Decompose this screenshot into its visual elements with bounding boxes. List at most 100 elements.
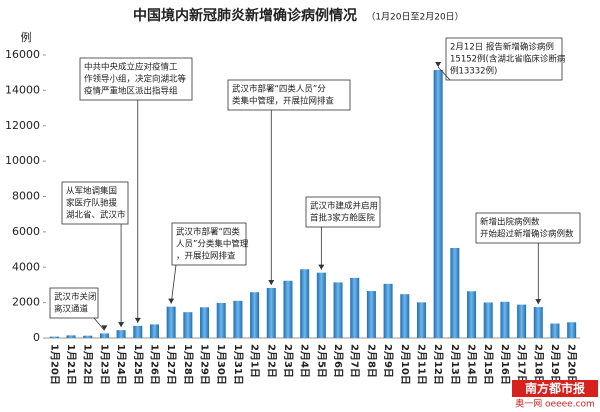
annotation-text: 离汉通道 [54, 304, 89, 315]
bar [550, 323, 560, 338]
bar [333, 282, 343, 338]
x-tick-label: 2月13日 [449, 344, 461, 385]
bar [300, 269, 310, 338]
annotation-text: 武汉市部署“四类人员”分 [232, 84, 326, 95]
x-tick-label: 2月7日 [349, 344, 361, 378]
bar [216, 302, 226, 338]
y-tick-label: 4000 [12, 260, 40, 273]
bar [149, 324, 159, 338]
bar [200, 307, 210, 338]
bar [183, 312, 193, 338]
bar [49, 336, 59, 338]
x-tick-label: 2月12日 [432, 344, 444, 385]
y-tick-label: 12000 [5, 119, 40, 132]
annotation-text: 15152例(含湖北省临床诊断病 [450, 54, 566, 65]
annotation-text: 湖北省、武汉市 [66, 210, 126, 221]
y-tick-label: 0 [33, 331, 40, 344]
bar [99, 333, 109, 338]
x-tick-label: 2月11日 [415, 344, 427, 385]
annotation-arrow [437, 66, 451, 81]
x-tick-label: 2月19日 [549, 344, 561, 385]
bar [233, 300, 243, 338]
x-tick-label: 2月10日 [399, 344, 411, 385]
annotation-text: 人员”分类集中管理 [176, 239, 249, 250]
annotation-arrow [93, 317, 105, 331]
annotation-box [227, 79, 351, 111]
bar [383, 283, 393, 338]
annotation-box [61, 181, 129, 225]
watermark-box [512, 380, 598, 397]
bar [316, 272, 326, 338]
x-tick-label: 2月4日 [299, 344, 311, 378]
annotation-text: 作领导小组，决定向湖北等 [84, 74, 187, 85]
annotation-text: ，开展拉网排查 [176, 251, 236, 262]
bar [66, 335, 76, 338]
annotation-text: 首批3家方舱医院 [310, 213, 375, 224]
bar [266, 287, 276, 338]
arrow-head [268, 279, 275, 285]
annotation-text: 开始超过新增确诊病例数 [480, 229, 574, 240]
annotation-text: 武汉市部署“四类 [176, 227, 240, 238]
bar [166, 306, 176, 338]
x-tick-label: 1月21日 [65, 344, 77, 385]
x-tick-label: 1月29日 [199, 344, 211, 385]
x-tick-label: 1月22日 [82, 344, 94, 385]
x-tick-label: 2月3日 [282, 344, 294, 378]
annotation-text: 疫情严重地区派出指导组 [84, 86, 178, 97]
bar [133, 325, 143, 338]
bar [116, 330, 126, 338]
watermark-text: 奥一网 oeeee.com [515, 398, 595, 410]
x-tick-label: 2月20日 [566, 344, 578, 385]
x-tick-label: 1月31日 [232, 344, 244, 385]
y-tick-label: 6000 [12, 225, 40, 238]
y-tick-label: 10000 [5, 154, 40, 167]
bar [366, 291, 376, 338]
bar [250, 292, 260, 338]
x-tick-label: 2月8日 [365, 344, 377, 378]
y-tick-label: 8000 [12, 190, 40, 203]
y-axis-label: 例 [21, 30, 32, 44]
bar [400, 294, 410, 338]
annotation-box [445, 37, 563, 81]
arrow-head [318, 264, 325, 270]
annotation-text: 2月12日 报告新增确诊病例 [450, 42, 554, 53]
x-tick-label: 2月14日 [466, 344, 478, 385]
annotation-text: 武汉市建成并启用 [310, 201, 378, 212]
x-tick-label: 1月25日 [132, 344, 144, 385]
chart-title: 中国境内新冠肺炎新增确诊病例情况 [133, 7, 357, 24]
x-tick-label: 1月27日 [165, 344, 177, 385]
bar [467, 291, 477, 338]
annotation-text: 从军地调集国 [66, 186, 117, 197]
arrow-head [118, 322, 125, 328]
bar [450, 247, 460, 338]
x-tick-label: 2月16日 [499, 344, 511, 385]
bar [83, 335, 93, 338]
arrow-head [101, 325, 108, 331]
bar [416, 302, 426, 338]
arrow-head [435, 61, 442, 67]
x-tick-label: 1月23日 [98, 344, 110, 385]
bar [533, 307, 543, 338]
x-tick-label: 2月18日 [532, 344, 544, 385]
y-tick-label: 16000 [5, 48, 40, 61]
x-tick-label: 1月30日 [215, 344, 227, 385]
x-tick-label: 2月9日 [382, 344, 394, 378]
x-tick-label: 2月2日 [265, 344, 277, 378]
x-tick-label: 2月6日 [332, 344, 344, 378]
x-tick-label: 2月15日 [482, 344, 494, 385]
annotation-box [305, 196, 381, 228]
x-tick-label: 1月28日 [182, 344, 194, 385]
bar [517, 304, 527, 338]
arrow-head [134, 317, 141, 323]
bar [350, 277, 360, 338]
bar [283, 280, 293, 338]
watermark-text: 南方都市报 [525, 381, 585, 396]
annotation-text: 武汉市关闭 [54, 292, 97, 303]
arrow-head [168, 298, 175, 304]
x-tick-label: 2月1日 [249, 344, 261, 378]
annotation-box [171, 222, 247, 266]
annotation-arrow [170, 264, 177, 304]
annotation-text: 例13332例) [450, 66, 497, 77]
annotation-box [79, 57, 193, 101]
